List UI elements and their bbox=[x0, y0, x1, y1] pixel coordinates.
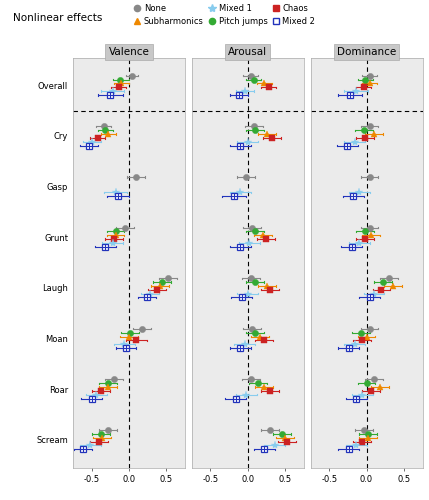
Title: Arousal: Arousal bbox=[228, 46, 267, 56]
Legend: None, Subharmonics, Mixed 1, Pitch jumps, Chaos, Mixed 2: None, Subharmonics, Mixed 1, Pitch jumps… bbox=[133, 4, 315, 26]
Title: Dominance: Dominance bbox=[337, 46, 396, 56]
Text: Nonlinear effects: Nonlinear effects bbox=[13, 13, 102, 23]
Title: Valence: Valence bbox=[109, 46, 149, 56]
